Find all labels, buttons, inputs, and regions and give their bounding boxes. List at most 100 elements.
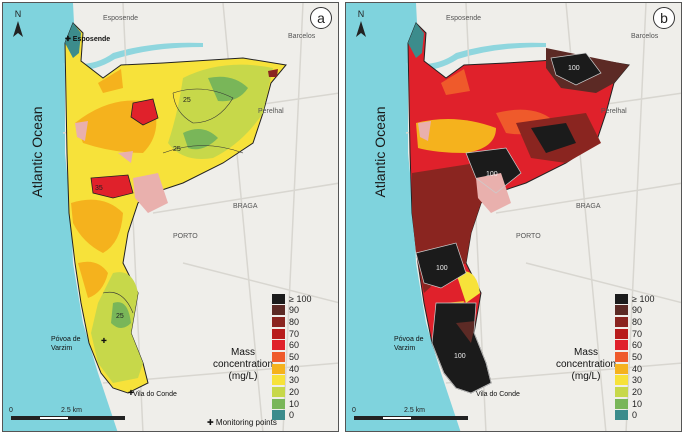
contours — [415, 52, 602, 394]
legend-label: 30 — [289, 375, 300, 386]
legend-label: 60 — [632, 340, 643, 351]
legend-item: 30 — [272, 375, 332, 386]
legend-item: 0 — [272, 410, 332, 421]
legend-label: 40 — [289, 363, 300, 374]
north-arrow-icon — [356, 21, 366, 37]
place-perelhal: Perelhal — [601, 108, 627, 115]
contour-label: 100 — [568, 65, 580, 72]
legend-label: 80 — [632, 316, 643, 327]
place-vila-conde: Vila do Conde — [476, 391, 520, 398]
legend-item: 20 — [615, 387, 675, 398]
ocean — [346, 3, 461, 431]
legend-swatch — [615, 316, 628, 327]
legend-label: 20 — [289, 387, 300, 397]
legend-swatch — [615, 340, 628, 351]
legend-label: 50 — [289, 351, 300, 362]
legend: Mass concentration (mg/L) ≥ 100 90 80 70 60 5… — [212, 293, 332, 423]
scale-bar — [354, 416, 468, 420]
legend-swatch — [272, 363, 285, 374]
legend-label: 0 — [289, 410, 295, 421]
monitoring-markers: ✚ ✚ — [101, 337, 134, 397]
legend-label: 90 — [632, 305, 643, 316]
legend-swatch — [272, 305, 285, 316]
legend-swatch — [272, 387, 285, 397]
legend-item: 50 — [615, 351, 675, 362]
legend-swatch — [272, 340, 285, 351]
legend-swatch — [272, 351, 285, 362]
legend-label: 70 — [632, 328, 643, 339]
scalebar: 0 2.5 km — [352, 407, 472, 421]
legend-swatch — [272, 316, 285, 327]
legend-label: 10 — [632, 398, 643, 409]
legend-item: 60 — [615, 340, 675, 351]
legend-swatch — [615, 387, 628, 397]
place-braga: BRAGA — [233, 203, 258, 210]
svg-text:✚: ✚ — [101, 337, 107, 345]
scale-zero: 0 — [9, 407, 13, 414]
legend-swatch — [615, 328, 628, 339]
legend-swatch — [615, 375, 628, 386]
legend-swatch — [615, 351, 628, 362]
legend-item: 70 — [615, 328, 675, 339]
legend-title: Mass concentration (mg/L) — [555, 347, 617, 382]
place-barcelos: Barcelos — [631, 33, 659, 40]
legend-label: 50 — [632, 351, 643, 362]
legend-label: 30 — [632, 375, 643, 386]
legend-label: 20 — [632, 387, 643, 397]
legend-item: 10 — [615, 398, 675, 409]
river — [406, 42, 546, 72]
place-vila-conde: Vila do Conde — [133, 391, 177, 398]
legend-swatch — [272, 375, 285, 386]
place-povoa: Póvoa de Varzim — [51, 336, 81, 352]
legend-item: 0 — [615, 410, 675, 421]
place-barcelos: Barcelos — [288, 33, 316, 40]
panel-letter: b — [653, 7, 675, 29]
legend-label: 60 — [289, 340, 300, 351]
contour-label: 100 — [436, 265, 448, 272]
panel-letter: a — [310, 7, 332, 29]
legend-swatches: ≥ 100 90 80 70 60 50 40 30 20 10 0 — [272, 293, 332, 422]
legend-item: 40 — [272, 363, 332, 374]
contour-label: 35 — [95, 185, 103, 192]
panel-a: ✚ ✚ N a Atlantic Ocean Esposende ✚ Espos… — [2, 2, 339, 432]
legend-swatch — [615, 410, 628, 421]
legend-item: 50 — [272, 351, 332, 362]
scale-bar — [11, 416, 125, 420]
contour-label: 25 — [116, 313, 124, 320]
legend-swatch — [272, 328, 285, 339]
legend-label: ≥ 100 — [632, 293, 655, 304]
place-braga: BRAGA — [576, 203, 601, 210]
legend-label: 40 — [632, 363, 643, 374]
legend-label: 90 — [289, 305, 300, 316]
north-arrow: N — [11, 9, 25, 37]
place-povoa: Póvoa de Varzim — [394, 336, 424, 352]
scalebar: 0 2.5 km — [9, 407, 129, 421]
legend-label: ≥ 100 — [289, 293, 312, 304]
legend-item: 80 — [615, 316, 675, 327]
legend-swatch — [615, 398, 628, 409]
map-a: ✚ ✚ — [3, 3, 338, 431]
legend-swatches: ≥ 100 90 80 70 60 50 40 30 20 10 0 — [615, 293, 675, 422]
ocean-label: Atlantic Ocean — [372, 106, 388, 198]
north-label: N — [357, 9, 365, 19]
svg-text:✚: ✚ — [128, 389, 134, 397]
legend-swatch — [615, 293, 628, 304]
contours — [102, 88, 244, 314]
contour-label: 25 — [173, 146, 181, 153]
place-porto: PORTO — [516, 233, 541, 240]
river — [63, 42, 203, 72]
north-arrow-icon — [13, 21, 23, 37]
map-b — [346, 3, 681, 431]
contour-label: 100 — [454, 353, 466, 360]
legend-item: 10 — [272, 398, 332, 409]
north-arrow: N — [354, 9, 368, 37]
legend-item: ≥ 100 — [615, 293, 675, 304]
legend-item: 20 — [272, 387, 332, 398]
scale-end: 2.5 km — [404, 407, 426, 414]
place-porto: PORTO — [173, 233, 198, 240]
legend-item: 90 — [272, 305, 332, 316]
legend-item: 30 — [615, 375, 675, 386]
panel-b: N b Atlantic Ocean Esposende Barcelos BR… — [345, 2, 682, 432]
legend-item: 40 — [615, 363, 675, 374]
